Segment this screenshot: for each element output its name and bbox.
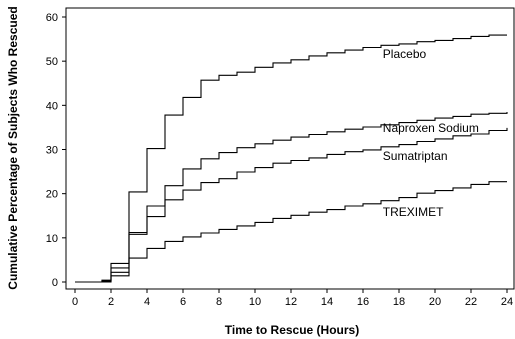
series-line-naproxen-sodium <box>75 112 508 283</box>
series-line-placebo <box>75 34 507 283</box>
series-label-sumatriptan: Sumatriptan <box>383 149 448 163</box>
x-tick-label-24: 24 <box>501 296 513 308</box>
series-label-naproxen-sodium: Naproxen Sodium <box>383 121 479 135</box>
series-label-treximet: TREXIMET <box>383 205 444 219</box>
y-tick-label-50: 50 <box>46 56 58 68</box>
x-tick-label-22: 22 <box>465 296 477 308</box>
series-label-placebo: Placebo <box>383 47 427 61</box>
series-line-sumatriptan <box>75 127 508 283</box>
x-tick-label-6: 6 <box>180 296 186 308</box>
x-tick-label-12: 12 <box>285 296 297 308</box>
series-lines <box>75 34 508 283</box>
y-tick-label-20: 20 <box>46 189 58 201</box>
x-tick-label-2: 2 <box>108 296 114 308</box>
series-line-treximet <box>75 181 507 283</box>
y-tick-label-0: 0 <box>52 277 58 289</box>
y-tick-label-40: 40 <box>46 100 58 112</box>
series-labels: Placebo Naproxen Sodium Sumatriptan TREXIME… <box>383 47 479 219</box>
x-tick-label-8: 8 <box>216 296 222 308</box>
y-tick-label-30: 30 <box>46 145 58 157</box>
x-tick-label-0: 0 <box>72 296 78 308</box>
x-tick-label-18: 18 <box>393 296 405 308</box>
y-tick-label-60: 60 <box>46 12 58 24</box>
y-axis-title: Cumulative Percentage of Subjects Who Re… <box>6 6 20 289</box>
plot-frame <box>65 7 515 290</box>
x-tick-label-4: 4 <box>144 296 150 308</box>
x-tick-label-10: 10 <box>249 296 261 308</box>
x-tick-label-16: 16 <box>357 296 369 308</box>
x-tick-label-14: 14 <box>321 296 333 308</box>
y-tick-label-10: 10 <box>46 233 58 245</box>
x-axis-title: Time to Rescue (Hours) <box>225 323 359 337</box>
x-tick-label-20: 20 <box>429 296 441 308</box>
